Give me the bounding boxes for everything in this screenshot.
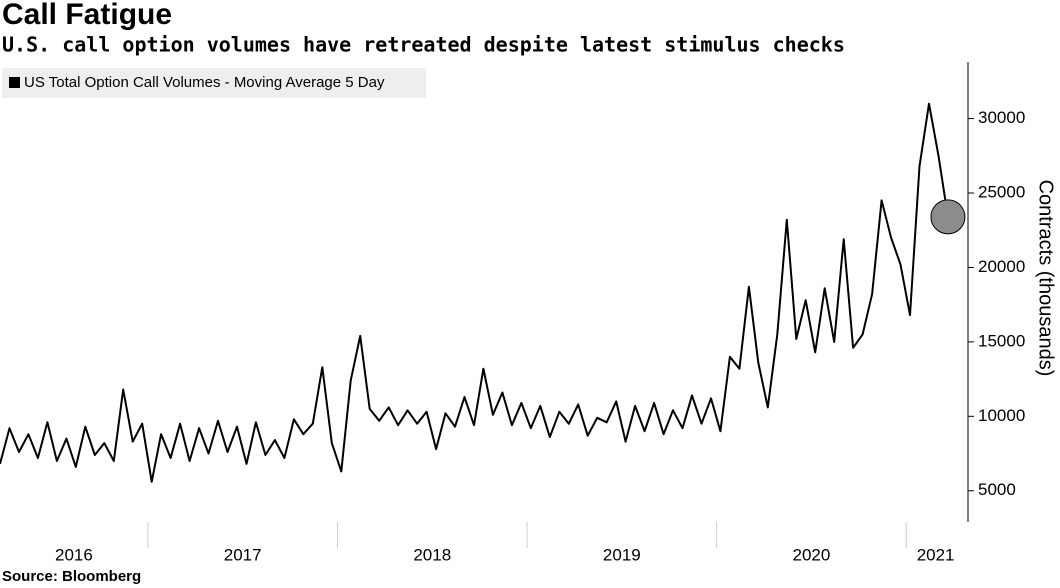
chart-subtitle: U.S. call option volumes have retreated … (2, 33, 845, 57)
y-tick-label: 5000 (978, 480, 1016, 499)
y-tick-label: 10000 (978, 406, 1025, 425)
legend-box (2, 68, 426, 98)
x-tick-label: 2016 (55, 545, 93, 564)
y-axis-label: Contracts (thousands) (1035, 180, 1057, 377)
data-line (0, 102, 949, 483)
x-tick-label: 2019 (603, 545, 641, 564)
y-tick-label: 25000 (978, 182, 1025, 201)
y-tick-label: 20000 (978, 257, 1025, 276)
y-tick-label: 30000 (978, 108, 1025, 127)
chart-title: Call Fatigue (2, 0, 172, 31)
source: Source: Bloomberg (2, 568, 141, 585)
y-tick-label: 15000 (978, 331, 1025, 350)
x-tick-label: 2021 (917, 545, 955, 564)
x-tick-label: 2020 (793, 545, 831, 564)
legend-swatch (9, 77, 20, 88)
legend-label: US Total Option Call Volumes - Moving Av… (24, 74, 385, 91)
latest-point-highlight (930, 199, 966, 235)
x-tick-label: 2018 (413, 545, 451, 564)
x-tick-label: 2017 (224, 545, 262, 564)
